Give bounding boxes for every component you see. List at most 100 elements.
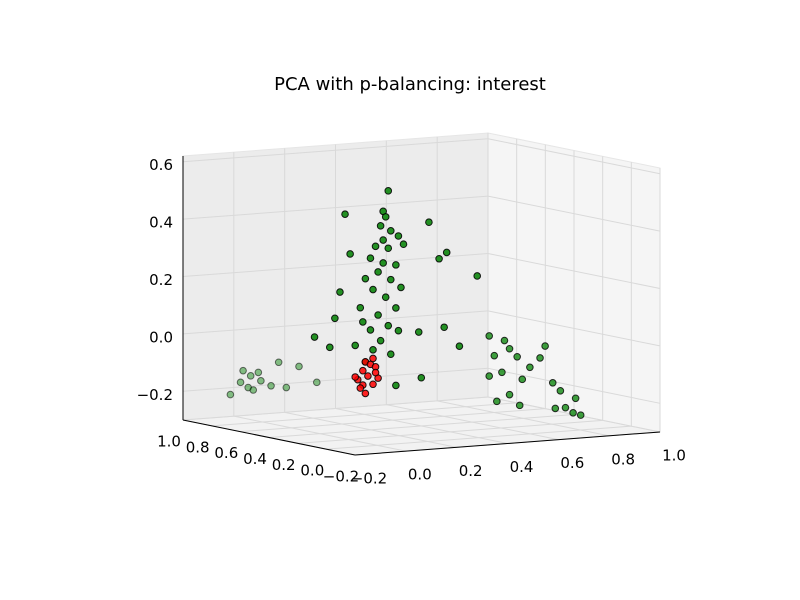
data-point <box>295 362 303 371</box>
data-point <box>341 210 349 218</box>
y-tick-label: 0.4 <box>243 450 267 468</box>
data-point <box>336 288 344 296</box>
data-point <box>490 351 499 360</box>
data-point <box>386 275 395 284</box>
x-tick-label: 0.0 <box>408 466 432 484</box>
data-point <box>356 384 365 392</box>
data-point <box>282 383 291 392</box>
y-tick-label: 0.2 <box>272 456 296 474</box>
data-point <box>366 254 375 262</box>
data-point <box>397 283 405 292</box>
data-point <box>267 381 275 390</box>
x-tick-label: 0.2 <box>459 462 483 480</box>
data-point <box>394 232 403 240</box>
data-point <box>371 242 380 251</box>
data-point <box>379 259 387 267</box>
data-point <box>274 358 283 367</box>
data-point <box>376 222 385 230</box>
grid-line <box>487 253 661 290</box>
data-point <box>505 344 514 353</box>
data-point <box>331 314 339 323</box>
grid-line <box>297 419 603 444</box>
y-tick-label: 1.0 <box>157 433 181 451</box>
data-point <box>369 354 377 363</box>
data-point <box>569 409 577 417</box>
grid-line <box>182 367 489 392</box>
data-point <box>551 404 560 413</box>
data-point <box>381 213 390 221</box>
z-tick-label: 0.6 <box>149 156 173 174</box>
data-point <box>236 378 245 387</box>
data-point <box>576 411 585 419</box>
data-point <box>515 401 524 410</box>
data-point <box>325 343 334 352</box>
grid-line <box>182 396 489 421</box>
grid-line <box>182 138 489 163</box>
data-point <box>369 380 377 389</box>
data-point <box>384 187 393 195</box>
data-point <box>312 378 321 387</box>
z-tick-label: −0.2 <box>137 386 173 404</box>
y-tick-label: 0.8 <box>186 438 210 456</box>
data-point <box>392 381 400 390</box>
data-point <box>473 272 482 280</box>
z-tick-label: 0.2 <box>149 271 173 289</box>
z-tick-label: 0.0 <box>149 328 173 346</box>
data-point <box>381 293 390 302</box>
data-point <box>442 248 451 257</box>
chart-title: PCA with p-balancing: interest <box>274 74 546 95</box>
grid-line <box>326 425 632 450</box>
data-point <box>361 389 370 398</box>
y-tick-label: 0.0 <box>300 462 324 480</box>
data-point <box>435 254 443 263</box>
data-point <box>369 346 377 354</box>
data-point <box>392 304 400 312</box>
x-tick-label: −0.2 <box>351 470 387 488</box>
data-point <box>310 333 319 341</box>
data-point <box>556 387 565 395</box>
data-point <box>257 377 265 385</box>
data-point <box>399 240 408 249</box>
data-point <box>246 372 255 380</box>
grid-line <box>487 195 661 232</box>
data-point <box>254 368 263 377</box>
data-point <box>493 397 501 406</box>
data-point <box>548 378 557 387</box>
x-tick-label: 0.4 <box>510 458 534 476</box>
data-point <box>379 236 387 244</box>
data-point <box>440 323 448 332</box>
grid-line <box>487 138 661 175</box>
data-point <box>374 268 382 276</box>
x-tick-label: 0.6 <box>560 454 584 472</box>
data-point <box>425 218 433 227</box>
data-point <box>417 373 426 382</box>
data-point <box>369 285 377 294</box>
data-point <box>414 328 423 336</box>
data-point <box>498 368 506 377</box>
data-point <box>386 227 395 235</box>
data-point <box>561 403 570 412</box>
data-point <box>376 336 385 345</box>
data-point <box>356 303 365 312</box>
z-tick-label: 0.4 <box>149 214 173 232</box>
data-point <box>485 372 494 380</box>
grid-line <box>487 367 661 404</box>
data-point <box>364 372 372 380</box>
data-point <box>374 311 382 319</box>
data-point <box>455 342 464 350</box>
data-point <box>513 352 521 361</box>
data-point <box>541 342 549 350</box>
data-point <box>394 326 403 335</box>
data-point <box>366 326 375 334</box>
data-point <box>371 368 380 377</box>
data-point <box>518 375 527 384</box>
grid-line <box>487 310 661 347</box>
data-point <box>359 366 367 375</box>
grid-line <box>182 310 489 335</box>
data-point <box>351 341 360 350</box>
data-point <box>505 390 514 399</box>
data-point <box>239 366 247 375</box>
data-point <box>226 390 235 399</box>
x-tick-label: 0.8 <box>611 450 635 468</box>
